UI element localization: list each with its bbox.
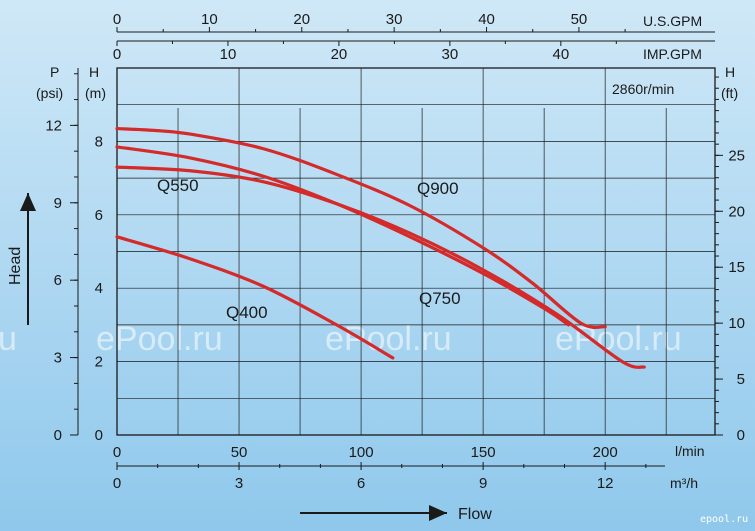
imp-gpm-tick-label: 10 (220, 46, 237, 63)
lmin-unit-label: l/min (675, 443, 705, 459)
bottom-axis-layer: 0 50 100 150 200 0 3 6 9 12 (113, 444, 665, 492)
m-tick-label: 2 (95, 354, 103, 371)
us-gpm-tick-label: 20 (293, 11, 310, 28)
lmin-tick-label: 0 (113, 444, 121, 461)
us-gpm-tick-label: 30 (386, 11, 403, 28)
watermark-text: ePool.ru (96, 320, 223, 358)
m3h-tick-label: 12 (597, 475, 614, 492)
m3h-tick-label: 3 (235, 475, 243, 492)
m-axis-letter: H (89, 64, 99, 80)
top-axis-layer: 0 10 20 30 40 50 0 10 20 30 40 (113, 11, 715, 63)
series-label-q400: Q400 (226, 303, 268, 322)
psi-tick-label: 9 (54, 195, 62, 212)
series-line-q400 (115, 235, 395, 360)
speed-label: 2860r/min (612, 81, 674, 97)
psi-tick-label: 12 (45, 117, 62, 134)
m3h-tick-label: 6 (357, 475, 365, 492)
series-label-q550: Q550 (157, 176, 199, 195)
lmin-tick-label: 50 (231, 444, 248, 461)
series-label-q900: Q900 (417, 179, 459, 198)
ft-tick-label: 15 (728, 259, 745, 276)
us-gpm-tick-label: 40 (478, 11, 495, 28)
us-gpm-tick-label: 10 (201, 11, 218, 28)
m-tick-label: 0 (95, 427, 103, 444)
m-tick-label: 4 (95, 280, 103, 297)
series-line-q900 (115, 126, 607, 330)
us-gpm-tick-label: 50 (571, 11, 588, 28)
watermark-text: u (0, 320, 17, 358)
psi-tick-label: 0 (54, 427, 62, 444)
corner-logo: epool.ru (700, 514, 748, 525)
grid-layer (116, 67, 716, 436)
lmin-tick-label: 150 (471, 444, 496, 461)
us-gpm-unit-label: U.S.GPM (643, 13, 702, 29)
ft-tick-label: 20 (728, 203, 745, 220)
flow-axis-title: Flow (458, 506, 492, 523)
series-line-q550 (115, 165, 646, 369)
psi-tick-label: 6 (54, 272, 62, 289)
right-axis-layer: 0 5 10 15 20 25 (715, 76, 745, 444)
psi-axis-letter: P (50, 64, 59, 80)
psi-tick-label: 3 (54, 350, 62, 367)
ft-tick-label: 0 (737, 427, 745, 444)
watermark-text: ePool.ru (325, 320, 452, 358)
lmin-tick-label: 100 (349, 444, 374, 461)
m3h-unit-label: m³/h (670, 475, 698, 491)
ft-axis-letter: H (725, 64, 735, 80)
left-axis-layer: 0 2 4 6 8 0 3 6 9 12 (45, 68, 103, 444)
us-gpm-tick-label: 0 (113, 11, 121, 28)
imp-gpm-tick-label: 40 (552, 46, 569, 63)
series-label-q750: Q750 (419, 289, 461, 308)
ft-axis-unit: (ft) (721, 85, 738, 101)
imp-gpm-tick-label: 20 (331, 46, 348, 63)
imp-gpm-tick-label: 0 (113, 46, 121, 63)
ft-tick-label: 10 (728, 315, 745, 332)
curve-layer (115, 126, 646, 369)
m-axis-unit: (m) (85, 85, 106, 101)
m-tick-label: 6 (95, 207, 103, 224)
lmin-tick-label: 200 (593, 444, 618, 461)
head-axis-title: Head (7, 247, 24, 285)
psi-axis-unit: (psi) (36, 85, 63, 101)
imp-gpm-tick-label: 30 (442, 46, 459, 63)
m3h-tick-label: 9 (479, 475, 487, 492)
m3h-tick-label: 0 (113, 475, 121, 492)
ft-tick-label: 25 (728, 147, 745, 164)
imp-gpm-unit-label: IMP.GPM (643, 46, 702, 62)
m-tick-label: 8 (95, 133, 103, 150)
series-line-q750 (115, 145, 571, 327)
ft-tick-label: 5 (737, 371, 745, 388)
